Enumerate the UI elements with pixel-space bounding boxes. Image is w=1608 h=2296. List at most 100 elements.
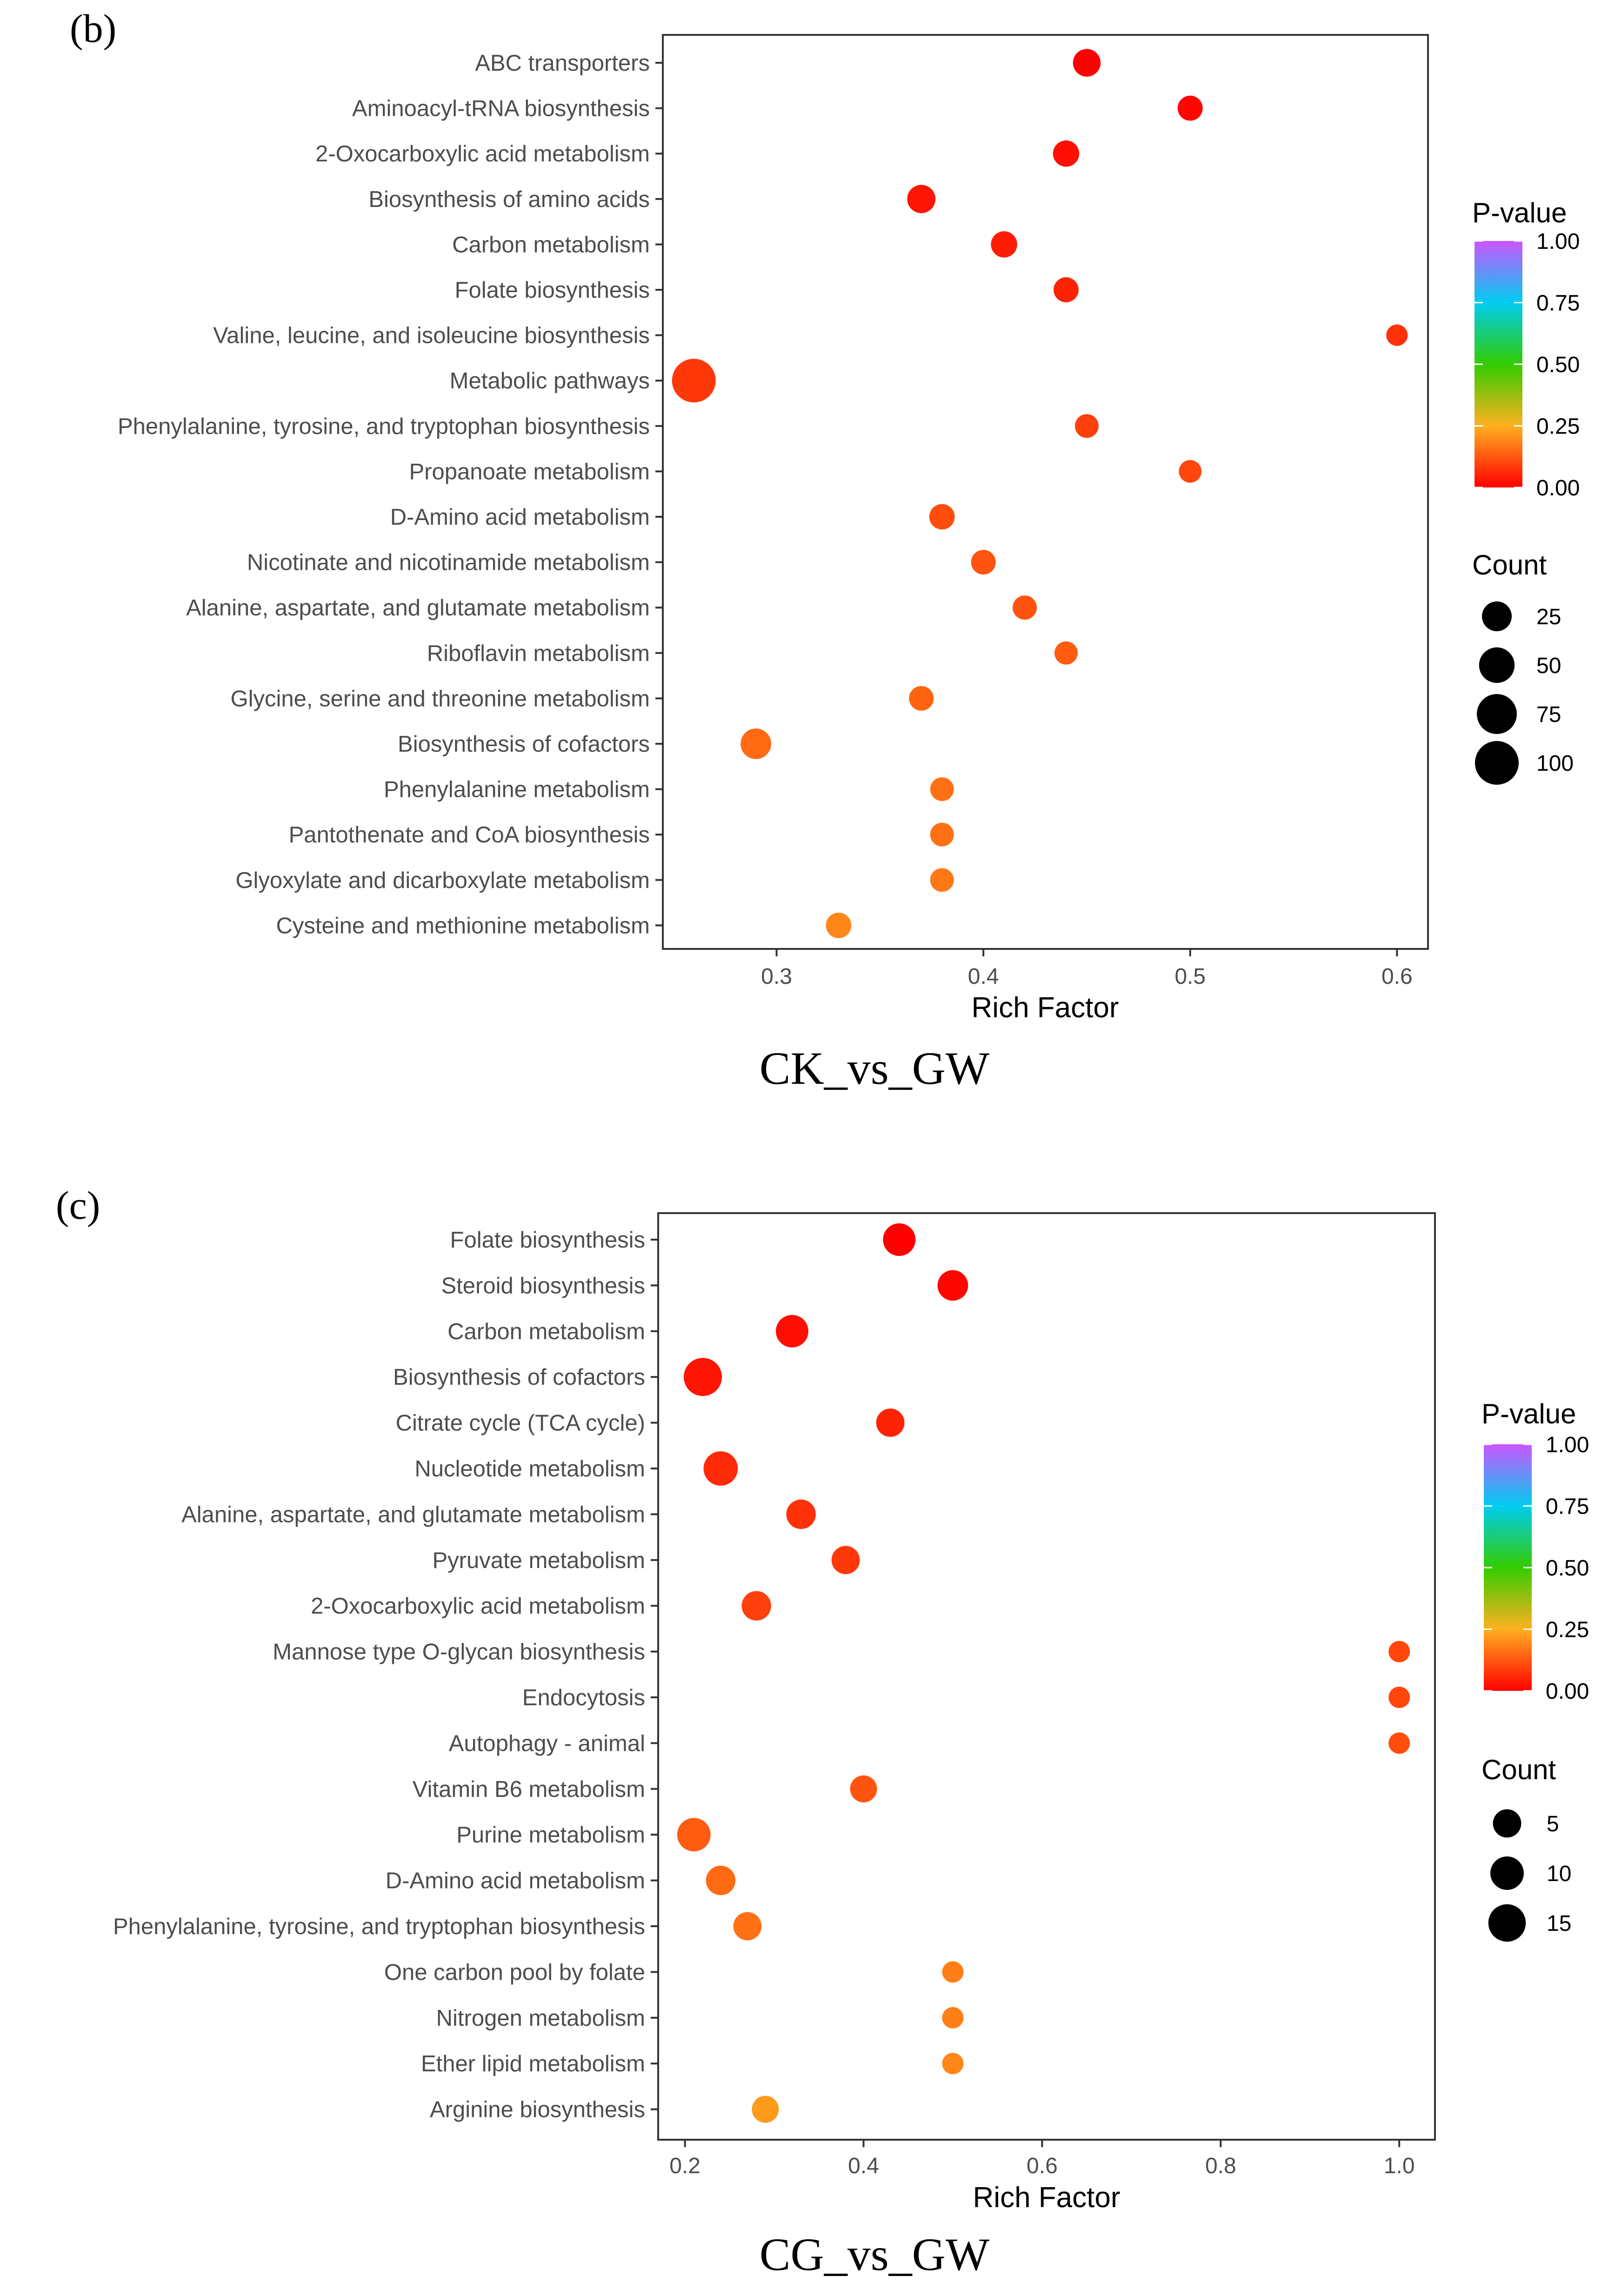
category-label: 2-Oxocarboxylic acid metabolism: [315, 141, 650, 167]
category-label: Citrate cycle (TCA cycle): [396, 1411, 645, 1436]
data-point: [733, 1912, 762, 1941]
category-label: Alanine, aspartate, and glutamate metabo…: [181, 1502, 645, 1527]
colorbar-tick-label: 0.25: [1536, 414, 1580, 439]
data-point: [942, 2007, 964, 2029]
data-point: [672, 359, 716, 403]
category-label: Phenylalanine, tyrosine, and tryptophan …: [118, 414, 650, 439]
category-label: Metabolic pathways: [450, 368, 650, 394]
data-point: [683, 1358, 722, 1396]
data-point: [991, 231, 1017, 258]
panel-label: (c): [56, 1183, 100, 1228]
category-label: Mannose type O-glycan biosynthesis: [273, 1640, 645, 1665]
legend-title-pvalue: P-value: [1481, 1398, 1576, 1429]
chart-panel-c: (c) Folate biosynthesis Steroid biosynthe…: [56, 1183, 1589, 2280]
data-points: [672, 49, 1408, 938]
category-label: Valine, leucine, and isoleucine biosynth…: [213, 323, 650, 348]
data-point: [929, 504, 955, 530]
category-label: Ether lipid metabolism: [421, 2051, 645, 2076]
x-tick-label: 0.4: [848, 2154, 879, 2178]
data-point: [741, 1591, 771, 1621]
category-label: Phenylalanine metabolism: [384, 777, 650, 802]
category-label: Nitrogen metabolism: [436, 2006, 645, 2031]
data-point: [1054, 277, 1079, 302]
category-label: One carbon pool by folate: [384, 1960, 645, 1985]
data-point: [831, 1546, 860, 1575]
category-label: D-Amino acid metabolism: [390, 505, 650, 530]
category-label: Biosynthesis of cofactors: [393, 1365, 645, 1390]
data-point: [826, 913, 852, 938]
data-point: [850, 1775, 877, 1802]
data-point: [1177, 95, 1203, 121]
colorbar-tick-label: 0.75: [1536, 291, 1580, 316]
size-key-dot: [1488, 1904, 1526, 1942]
category-label: Riboflavin metabolism: [427, 641, 650, 666]
data-point: [971, 550, 996, 575]
y-axis-ticks: [655, 62, 663, 927]
data-point: [907, 185, 936, 214]
category-label: Biosynthesis of cofactors: [398, 732, 650, 757]
size-key-label: 25: [1536, 605, 1561, 629]
category-label: Carbon metabolism: [452, 232, 650, 257]
category-label: Glyoxylate and dicarboxylate metabolism: [235, 868, 650, 893]
chart-panel-b: (b) ABC transporters Aminoacyl-tRNA biosy…: [70, 6, 1580, 1094]
size-key-dot: [1477, 694, 1517, 734]
category-label: Vitamin B6 metabolism: [413, 1777, 645, 1802]
size-key-dot: [1490, 1856, 1524, 1890]
data-point: [1054, 641, 1078, 665]
size-key-label: 75: [1536, 702, 1561, 727]
data-point: [937, 1270, 968, 1301]
size-key-label: 5: [1547, 1812, 1559, 1836]
legend-title-count: Count: [1472, 549, 1547, 581]
data-point: [942, 1961, 964, 1983]
x-axis-title: Rich Factor: [973, 2182, 1121, 2214]
x-tick-label: 0.5: [1174, 964, 1206, 989]
colorbar-tick-label: 1.00: [1546, 1433, 1589, 1457]
data-point: [1073, 49, 1101, 77]
data-point: [930, 777, 954, 801]
category-label: Endocytosis: [522, 1685, 645, 1710]
data-point: [1053, 140, 1080, 167]
data-point: [706, 1865, 736, 1896]
data-point: [942, 2053, 964, 2075]
category-label: Purine metabolism: [456, 1822, 645, 1848]
data-point: [703, 1451, 738, 1486]
category-label: Nicotinate and nicotinamide metabolism: [247, 550, 650, 575]
p-value-legend: P-value 1.00 0.75 0.50 0.25 0.00: [1472, 197, 1580, 501]
data-point: [876, 1408, 905, 1437]
chart-caption: CG_vs_GW: [760, 2229, 990, 2280]
data-point: [1386, 324, 1408, 346]
size-key-dot: [1479, 647, 1515, 683]
size-key-label: 15: [1547, 1911, 1571, 1936]
data-point: [930, 822, 954, 847]
category-label: Folate biosynthesis: [450, 1228, 645, 1253]
colorbar-tick-label: 0.75: [1546, 1495, 1589, 1519]
size-key-label: 50: [1536, 654, 1561, 678]
panel-label: (b): [70, 6, 116, 51]
colorbar-ticks: 1.00 0.75 0.50 0.25 0.00: [1484, 1433, 1589, 1704]
data-point: [1074, 414, 1099, 438]
category-label: Steroid biosynthesis: [441, 1273, 645, 1298]
category-label: Nucleotide metabolism: [414, 1456, 645, 1482]
category-labels: ABC transporters Aminoacyl-tRNA biosynthe…: [118, 51, 650, 938]
x-tick-label: 0.4: [968, 964, 999, 989]
colorbar-tick-label: 0.25: [1546, 1618, 1589, 1642]
x-tick-label: 1.0: [1384, 2154, 1415, 2178]
category-label: Autophagy - animal: [449, 1731, 645, 1756]
chart-caption: CK_vs_GW: [760, 1042, 990, 1094]
p-value-legend: P-value 1.00 0.75 0.50 0.25 0.00: [1481, 1398, 1589, 1704]
colorbar-tick-label: 0.50: [1546, 1556, 1589, 1581]
size-keys: 25 50 75 100: [1475, 601, 1574, 785]
data-point: [741, 728, 771, 759]
x-axis-ticks: 0.2 0.4 0.6 0.8 1.0: [669, 2140, 1415, 2178]
category-label: Carbon metabolism: [447, 1319, 645, 1344]
data-point: [930, 868, 954, 892]
category-label: ABC transporters: [475, 51, 650, 76]
size-key-dot: [1493, 1809, 1521, 1838]
count-legend: Count 5 10 15: [1481, 1754, 1571, 1942]
size-keys: 5 10 15: [1488, 1809, 1571, 1942]
category-label: Arginine biosynthesis: [430, 2097, 645, 2122]
data-point: [786, 1499, 816, 1529]
size-key-label: 100: [1536, 751, 1574, 776]
data-point: [1388, 1732, 1410, 1754]
colorbar-tick-label: 0.00: [1536, 476, 1580, 501]
